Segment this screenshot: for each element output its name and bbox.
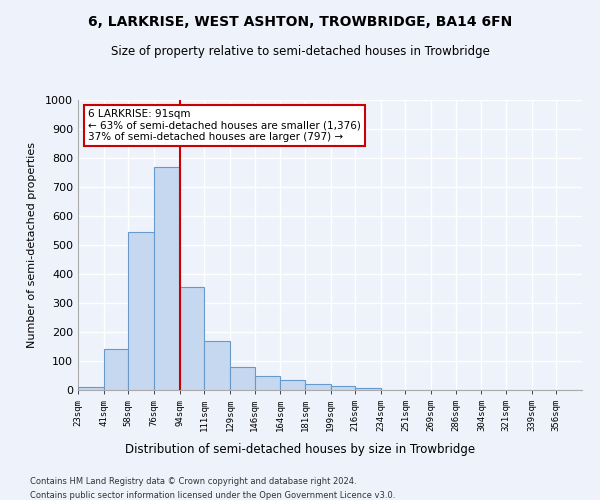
Text: 6, LARKRISE, WEST ASHTON, TROWBRIDGE, BA14 6FN: 6, LARKRISE, WEST ASHTON, TROWBRIDGE, BA… — [88, 15, 512, 29]
Bar — [128, 232, 154, 390]
Bar — [154, 166, 180, 390]
Bar — [104, 350, 128, 390]
Bar — [280, 380, 305, 390]
Bar — [305, 384, 331, 390]
Y-axis label: Number of semi-detached properties: Number of semi-detached properties — [27, 142, 37, 348]
Bar — [78, 387, 104, 390]
Text: Distribution of semi-detached houses by size in Trowbridge: Distribution of semi-detached houses by … — [125, 442, 475, 456]
Bar — [205, 340, 230, 390]
Bar — [331, 386, 355, 390]
Bar — [355, 388, 381, 390]
Text: Size of property relative to semi-detached houses in Trowbridge: Size of property relative to semi-detach… — [110, 45, 490, 58]
Text: Contains HM Land Registry data © Crown copyright and database right 2024.: Contains HM Land Registry data © Crown c… — [30, 478, 356, 486]
Bar — [230, 367, 254, 390]
Text: Contains public sector information licensed under the Open Government Licence v3: Contains public sector information licen… — [30, 491, 395, 500]
Text: 6 LARKRISE: 91sqm
← 63% of semi-detached houses are smaller (1,376)
37% of semi-: 6 LARKRISE: 91sqm ← 63% of semi-detached… — [88, 108, 361, 142]
Bar — [180, 287, 205, 390]
Bar — [254, 376, 280, 390]
